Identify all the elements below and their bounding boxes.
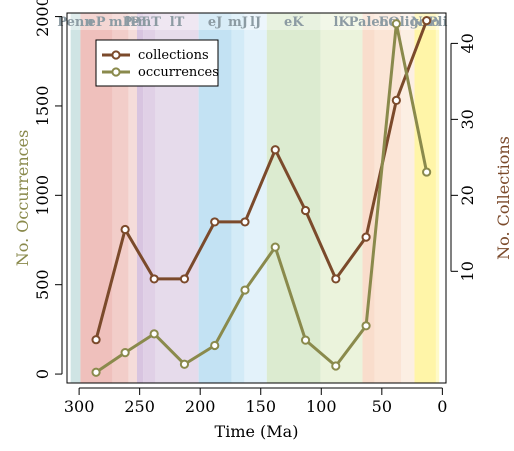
series-point-collections xyxy=(270,145,280,155)
series-line-occurrences xyxy=(95,22,429,374)
period-label: eP xyxy=(88,15,106,30)
series-point-collections xyxy=(361,232,371,242)
period-band xyxy=(70,13,81,383)
period-labels: PennePmPlPeTmTlTeJmJlJeKlKPaleoEoOligoNe… xyxy=(57,15,447,30)
series-point-collections xyxy=(240,217,250,227)
series-point-occurrences xyxy=(179,359,190,369)
period-label: eK xyxy=(284,15,304,30)
period-band xyxy=(231,13,245,383)
series-point-collections xyxy=(391,95,401,105)
period-band xyxy=(320,13,363,383)
x-axis-label: Time (Ma) xyxy=(215,422,299,441)
legend-box xyxy=(95,39,219,87)
y-axis-right: 10 20 30 40 xyxy=(450,33,477,281)
period-band xyxy=(362,13,375,383)
period-band xyxy=(112,13,129,383)
period-band xyxy=(128,13,137,383)
period-band xyxy=(143,13,156,383)
period-band xyxy=(266,13,321,383)
period-label: eJ xyxy=(208,15,222,30)
series-lines xyxy=(94,20,429,374)
y-axis-right-label: No. Collections xyxy=(494,136,513,260)
period-label: lP xyxy=(125,15,140,30)
y-right-tick-label: 20 xyxy=(458,185,477,205)
series-points xyxy=(91,15,432,377)
series-point-collections xyxy=(91,335,101,345)
x-tick-label: 200 xyxy=(185,397,216,416)
legend: collections occurrences xyxy=(95,39,219,87)
period-label: mJ xyxy=(228,15,248,30)
series-point-collections xyxy=(300,205,311,216)
series-point-occurrences xyxy=(210,340,220,351)
period-band xyxy=(136,13,144,383)
legend-swatch-point xyxy=(111,50,121,60)
series-point-occurrences xyxy=(331,361,341,371)
series-point-occurrences xyxy=(270,242,280,252)
series-point-occurrences xyxy=(240,285,250,295)
period-label: lT xyxy=(170,15,185,30)
x-tick-label: 50 xyxy=(372,397,392,416)
y-left-tick-label: 1000 xyxy=(33,175,52,216)
series-point-occurrences xyxy=(91,367,101,377)
period-label: Paleo xyxy=(349,15,389,30)
y-left-tick-label: 500 xyxy=(33,269,52,300)
series-point-collections xyxy=(210,217,220,227)
y-left-tick-label: 1500 xyxy=(33,86,52,127)
series-point-collections xyxy=(120,224,130,235)
series-point-collections xyxy=(331,274,341,284)
series-point-occurrences xyxy=(300,335,311,345)
x-tick-label: 0 xyxy=(437,397,447,416)
period-band xyxy=(414,13,436,383)
series-line-collections xyxy=(94,20,429,341)
y-left-tick-label: 0 xyxy=(33,369,52,379)
period-label-strip xyxy=(67,13,446,30)
y-right-tick-label: 40 xyxy=(458,33,477,53)
series-point-collections xyxy=(179,274,190,284)
x-tick-label: 300 xyxy=(64,397,95,416)
series-point-occurrences xyxy=(120,348,130,358)
period-label: lJ xyxy=(250,15,261,30)
series-point-occurrences xyxy=(149,329,159,339)
period-label: lK xyxy=(333,15,350,30)
x-tick-label: 150 xyxy=(245,397,276,416)
legend-label: occurrences xyxy=(138,65,219,80)
series-point-occurrences xyxy=(391,19,401,29)
y-right-tick-label: 30 xyxy=(458,109,477,129)
y-axis-left-label: No. Occurrences xyxy=(13,130,32,267)
x-axis: 300 250 200 150 100 50 0 xyxy=(64,387,447,416)
period-label: Pli xyxy=(428,15,448,30)
x-tick-label: 250 xyxy=(124,397,155,416)
x-tick-label: 100 xyxy=(306,397,337,416)
series-point-collections xyxy=(422,15,432,26)
y-right-tick-label: 10 xyxy=(458,261,477,281)
series-point-occurrences xyxy=(422,167,432,177)
period-bands xyxy=(70,13,440,383)
period-label: mT xyxy=(137,15,161,30)
period-label: mP xyxy=(109,15,133,30)
period-label: eT xyxy=(131,15,149,30)
legend-swatch-point xyxy=(111,67,121,77)
period-band xyxy=(435,13,440,383)
series-point-occurrences xyxy=(361,321,371,331)
y-left-tick-label: 2000 xyxy=(33,0,52,37)
plot-frame xyxy=(66,12,447,384)
period-band xyxy=(401,13,415,383)
y-axis-left: 0 500 1000 1500 2000 xyxy=(33,0,63,379)
series-point-collections xyxy=(149,274,159,284)
legend-label: collections xyxy=(138,48,209,63)
